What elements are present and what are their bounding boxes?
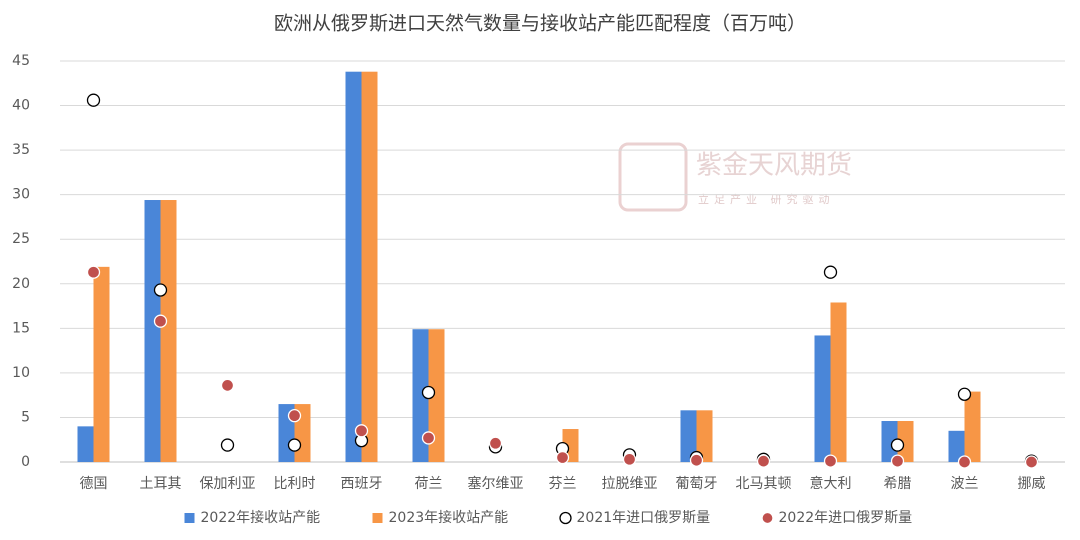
marker xyxy=(421,431,436,445)
marker xyxy=(957,455,972,469)
bar xyxy=(160,200,177,462)
x-tick-label: 拉脱维亚 xyxy=(602,476,658,492)
y-tick-label: 35 xyxy=(12,142,30,158)
bar xyxy=(428,329,445,462)
y-tick-label: 45 xyxy=(12,53,30,69)
y-tick-label: 25 xyxy=(12,231,30,247)
legend-label: 2022年接收站产能 xyxy=(201,509,321,526)
marker xyxy=(220,438,235,452)
marker xyxy=(153,283,168,297)
bar xyxy=(814,335,831,462)
marker xyxy=(957,387,972,401)
bar xyxy=(77,426,94,462)
marker xyxy=(287,438,302,452)
legend-swatch xyxy=(372,513,383,523)
marker xyxy=(86,265,101,279)
marker xyxy=(86,93,101,107)
y-tick-label: 5 xyxy=(21,409,30,425)
x-tick-label: 保加利亚 xyxy=(200,476,256,492)
bar xyxy=(680,410,697,462)
x-tick-label: 芬兰 xyxy=(549,476,577,492)
x-tick-label: 荷兰 xyxy=(415,476,443,492)
legend-swatch xyxy=(559,511,572,525)
y-tick-label: 10 xyxy=(12,365,30,381)
bar xyxy=(948,430,965,462)
watermark: 紫金天风期货 立足产业 研究驱动 xyxy=(618,142,852,212)
x-tick-label: 希腊 xyxy=(884,476,912,492)
y-tick-label: 15 xyxy=(12,320,30,336)
marker xyxy=(890,438,905,452)
x-tick-label: 比利时 xyxy=(274,476,316,492)
x-tick-label: 塞尔维亚 xyxy=(468,475,524,492)
legend-swatch xyxy=(184,513,195,523)
marker xyxy=(220,378,235,393)
marker xyxy=(354,424,369,438)
watermark-name: 紫金天风期货 xyxy=(696,151,852,181)
bar xyxy=(93,266,110,462)
y-tick-label: 0 xyxy=(21,454,30,470)
marker xyxy=(555,450,570,465)
marker xyxy=(689,453,704,467)
marker xyxy=(890,454,905,468)
marker xyxy=(622,452,637,466)
marker xyxy=(287,409,302,423)
chart-title: 欧洲从俄罗斯进口天然气数量与接收站产能匹配程度（百万吨） xyxy=(274,13,806,35)
bar xyxy=(144,200,161,462)
bar xyxy=(696,410,713,462)
bar xyxy=(361,71,378,463)
legend-label: 2023年接收站产能 xyxy=(389,509,509,526)
x-tick-label: 波兰 xyxy=(951,476,979,492)
bar xyxy=(964,391,981,462)
legend-label: 2022年进口俄罗斯量 xyxy=(779,510,913,526)
legend-label: 2021年进口俄罗斯量 xyxy=(577,510,711,526)
marker xyxy=(756,454,771,468)
marker xyxy=(1024,455,1039,469)
y-tick-label: 30 xyxy=(12,187,30,203)
marker xyxy=(153,314,168,328)
bar xyxy=(412,329,429,462)
x-tick-label: 葡萄牙 xyxy=(676,476,718,492)
bar xyxy=(881,421,898,462)
x-tick-label: 意大利 xyxy=(810,475,852,492)
watermark-slogan: 立足产业 研究驱动 xyxy=(698,192,835,206)
y-tick-label: 20 xyxy=(12,276,30,292)
x-tick-label: 北马其顿 xyxy=(736,476,792,492)
marker xyxy=(823,454,838,468)
watermark-logo xyxy=(618,142,688,212)
x-tick-label: 土耳其 xyxy=(140,476,182,492)
marker xyxy=(421,385,436,400)
y-tick-label: 40 xyxy=(12,98,30,114)
legend-swatch xyxy=(761,511,774,525)
marker xyxy=(488,436,503,450)
bar xyxy=(345,71,362,463)
marker xyxy=(823,265,838,279)
bar xyxy=(897,421,914,462)
x-tick-label: 德国 xyxy=(80,476,108,492)
bar xyxy=(830,302,847,462)
x-tick-label: 西班牙 xyxy=(341,476,383,492)
x-tick-label: 挪威 xyxy=(1018,476,1046,492)
